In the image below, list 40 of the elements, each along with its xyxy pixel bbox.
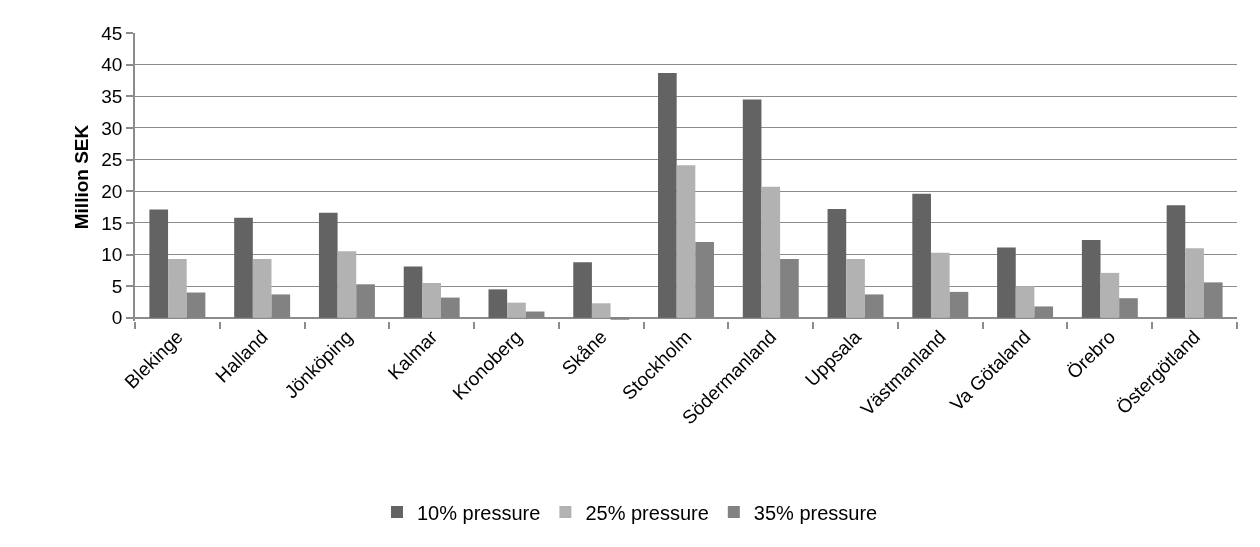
bar: [761, 186, 781, 318]
y-tick-label: 25: [101, 149, 123, 171]
bar: [1166, 205, 1186, 318]
bar: [846, 258, 865, 318]
bar: [149, 209, 169, 318]
y-tick-label: 5: [111, 275, 123, 297]
bar: [930, 252, 950, 318]
y-tick-label: 45: [101, 22, 123, 44]
bar: [591, 303, 611, 318]
y-tick-label: 30: [101, 117, 123, 139]
bar: [1015, 286, 1035, 318]
bar: [1100, 272, 1120, 318]
y-tick-label: 15: [101, 212, 123, 234]
bar: [168, 258, 187, 318]
bar: [742, 99, 762, 318]
bar: [658, 72, 677, 318]
bar: [997, 247, 1016, 318]
bar: [1185, 248, 1204, 318]
bar: [318, 212, 338, 318]
bar: [234, 217, 253, 318]
bar: [403, 266, 423, 318]
bar: [507, 302, 526, 318]
bar: [252, 258, 272, 318]
bar: [827, 208, 847, 318]
bar: [912, 193, 931, 318]
y-tick-label: 40: [101, 54, 123, 76]
y-tick-label: 35: [101, 85, 123, 107]
y-tick-label: 0: [111, 307, 123, 329]
bar: [1081, 239, 1101, 318]
bar: [676, 165, 696, 318]
y-axis-title: Million SEK: [70, 124, 92, 230]
legend-label: 10% pressure: [417, 501, 541, 524]
legend-label: 25% pressure: [585, 501, 709, 524]
bar: [337, 251, 357, 318]
legend-label: 35% pressure: [753, 501, 878, 524]
y-tick-label: 10: [101, 244, 123, 266]
bar: [488, 289, 508, 318]
y-tick-label: 20: [101, 180, 123, 202]
bar: [573, 262, 592, 318]
bar: [422, 283, 442, 318]
